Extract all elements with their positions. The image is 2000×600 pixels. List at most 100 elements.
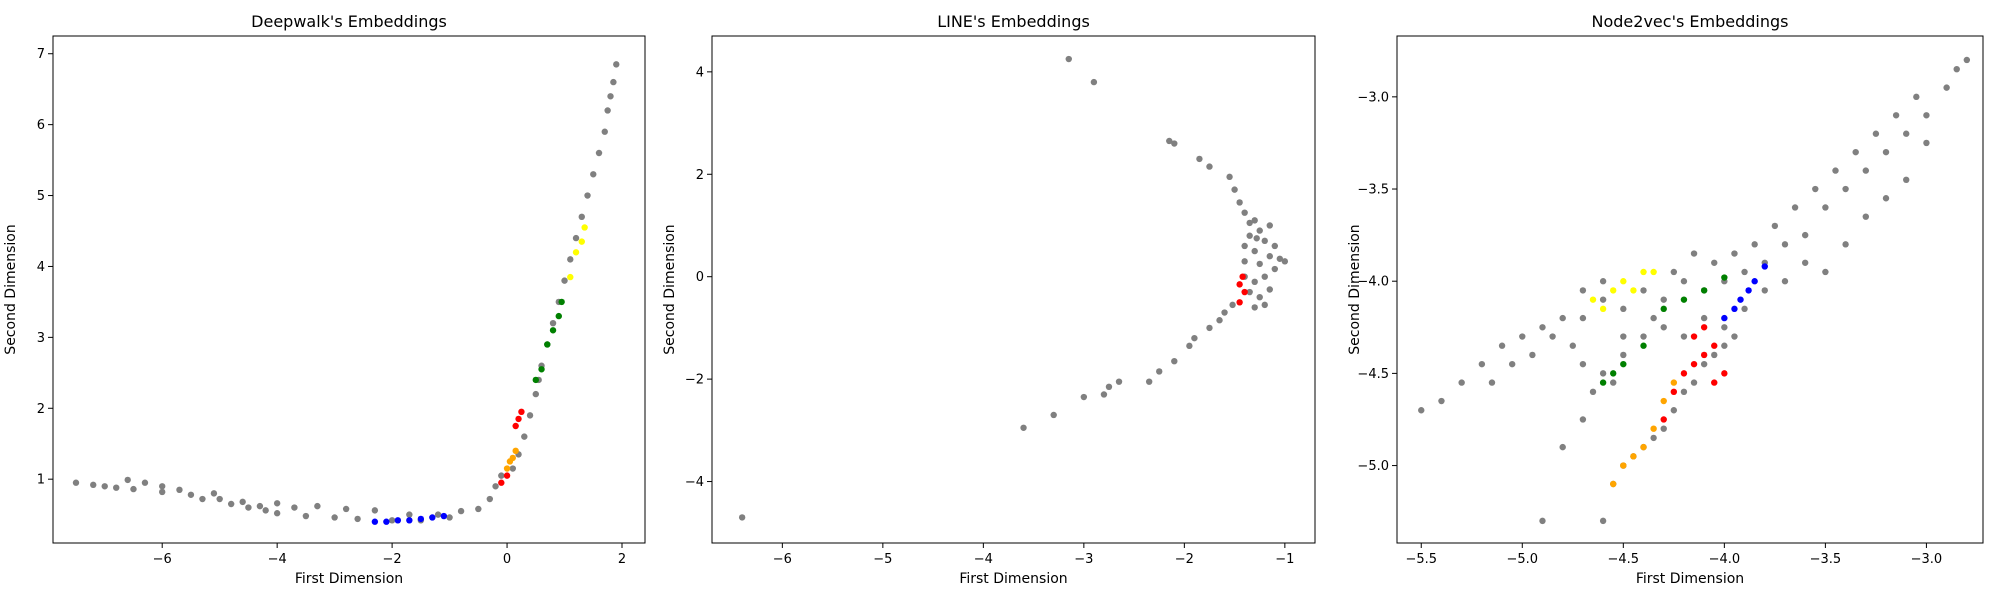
scatter-point-gray	[1418, 407, 1425, 414]
scatter-point-gray	[584, 192, 591, 199]
scatter-point-gray	[1731, 333, 1738, 340]
scatter-point-gray	[1822, 204, 1829, 211]
scatter-point-gray	[1650, 314, 1657, 322]
scatter-point-gray	[1599, 370, 1607, 377]
scatter-point-gray	[1256, 293, 1263, 301]
scatter-point-series-5	[1640, 443, 1647, 451]
scatter-point-gray	[130, 485, 137, 493]
scatter-point-gray	[1539, 517, 1546, 525]
scatter-point-gray	[1620, 305, 1627, 313]
scatter-point-series-2	[518, 408, 525, 416]
scatter-point-gray	[1610, 379, 1617, 386]
scatter-point-gray	[1690, 250, 1698, 257]
scatter-point-gray	[159, 488, 166, 496]
chart-title: Node2vec's Embeddings	[1592, 12, 1789, 31]
scatter-point-gray	[1690, 379, 1698, 386]
x-tick-label: −3	[1074, 552, 1093, 567]
scatter-point-series-1	[383, 518, 390, 525]
scatter-point-gray	[1640, 287, 1647, 294]
scatter-point-gray	[1256, 260, 1263, 268]
scatter-point-series-3	[1737, 296, 1744, 303]
scatter-point-gray	[561, 277, 568, 284]
scatter-point-gray	[1488, 379, 1496, 386]
scatter-point-gray	[1266, 222, 1273, 229]
scatter-point-gray	[509, 465, 517, 472]
scatter-point-gray	[1903, 130, 1910, 137]
chart-title: Deepwalk's Embeddings	[251, 12, 447, 31]
scatter-point-gray	[101, 483, 108, 490]
scatter-point-series-1	[1589, 296, 1597, 303]
scatter-point-series-5	[1610, 480, 1617, 488]
x-tick-label: 2	[618, 552, 626, 567]
scatter-point-gray	[1241, 209, 1248, 216]
scatter-point-gray	[1599, 296, 1607, 303]
scatter-point-gray	[1882, 195, 1890, 202]
scatter-point-series-4	[538, 366, 545, 373]
y-tick-label: −3.5	[1357, 183, 1389, 198]
scatter-point-gray	[1731, 250, 1738, 257]
scatter-point-gray	[216, 495, 223, 503]
scatter-point-gray	[199, 495, 206, 503]
scatter-point-gray	[446, 514, 453, 521]
scatter-point-series-4	[555, 312, 562, 320]
x-tick-label: −5	[873, 552, 892, 567]
y-tick-label: 2	[696, 168, 704, 183]
scatter-point-gray	[1438, 397, 1445, 405]
scatter-point-gray	[1236, 199, 1243, 206]
scatter-point-gray	[498, 472, 505, 479]
scatter-point-series-4	[1700, 351, 1708, 359]
scatter-point-gray	[1903, 176, 1910, 184]
scatter-point-gray	[90, 481, 97, 489]
scatter-point-gray	[1771, 222, 1779, 230]
scatter-point-gray	[388, 517, 396, 524]
scatter-point-gray	[1791, 204, 1799, 211]
y-tick-label: −4.5	[1357, 367, 1389, 382]
scatter-point-gray	[1458, 379, 1465, 386]
scatter-point-gray	[354, 515, 361, 523]
scatter-point-gray	[1276, 255, 1284, 262]
x-tick-label: −4	[268, 552, 287, 567]
scatter-point-gray	[239, 498, 246, 506]
scatter-point-series-4	[1660, 416, 1667, 423]
scatter-point-series-1	[1610, 287, 1617, 294]
x-tick-label: −2	[383, 552, 402, 567]
y-tick-label: −4.0	[1357, 275, 1389, 290]
scatter-point-gray	[187, 491, 195, 498]
scatter-point-gray	[1862, 213, 1870, 220]
scatter-point-series-1	[429, 514, 436, 521]
scatter-point-gray	[1253, 235, 1260, 242]
x-tick-label: −5.5	[1405, 552, 1437, 567]
scatter-point-gray	[1711, 351, 1718, 359]
y-tick-label: 3	[37, 331, 45, 346]
scatter-point-gray	[1261, 237, 1268, 245]
scatter-point-series-1	[406, 517, 413, 524]
scatter-point-series-5	[567, 273, 574, 281]
scatter-point-gray	[1256, 227, 1263, 234]
x-tick-label: −6	[773, 552, 792, 567]
scatter-point-series-3	[1751, 278, 1758, 285]
scatter-point-gray	[1660, 296, 1667, 303]
y-tick-label: 7	[37, 47, 45, 62]
scatter-point-gray	[1115, 378, 1123, 385]
scatter-point-gray	[1166, 137, 1173, 145]
scatter-point-gray	[1923, 112, 1930, 119]
scatter-point-series-1	[1620, 278, 1627, 285]
scatter-point-gray	[1206, 163, 1213, 170]
scatter-point-gray	[1171, 140, 1178, 147]
scatter-point-gray	[1498, 342, 1506, 349]
scatter-point-gray	[1882, 148, 1890, 156]
scatter-point-series-4	[1711, 342, 1718, 349]
scatter-point-gray	[549, 319, 557, 327]
y-tick-label: −5.0	[1357, 459, 1389, 474]
scatter-point-series-2	[1620, 360, 1627, 368]
scatter-point-series-1	[394, 517, 402, 524]
scatter-point-gray	[590, 171, 597, 178]
y-tick-label: −3.0	[1357, 90, 1389, 105]
scatter-point-gray	[1801, 231, 1809, 239]
scatter-point-gray	[578, 213, 585, 221]
scatter-point-gray	[1226, 173, 1233, 181]
scatter-point-gray	[1281, 258, 1289, 265]
scatter-point-gray	[1832, 167, 1839, 174]
scatter-point-gray	[610, 78, 617, 86]
scatter-point-series-1	[440, 512, 448, 520]
